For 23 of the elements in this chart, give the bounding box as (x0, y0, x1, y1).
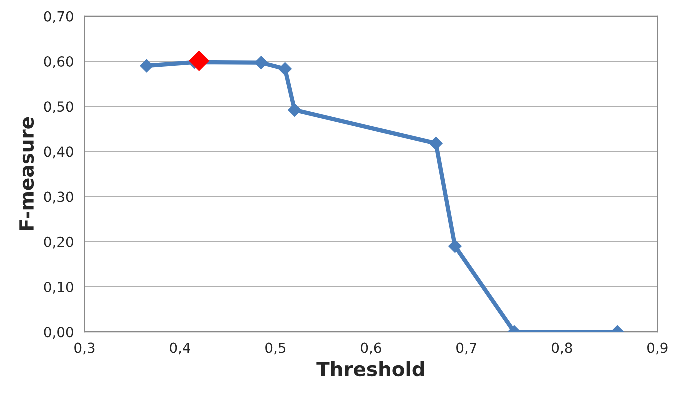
x-tick-label: 0,6 (361, 342, 382, 355)
point (278, 62, 292, 76)
x-tick-label: 0,3 (74, 342, 95, 355)
y-tick-label: 0,50 (44, 102, 74, 114)
point (288, 104, 302, 117)
y-tick-label: 0,30 (44, 192, 74, 204)
point (254, 56, 268, 70)
x-axis-title: Threshold (316, 362, 424, 377)
x-tick-label: 0,8 (552, 342, 572, 355)
x-tick-label: 0,9 (648, 342, 668, 355)
y-tick-label: 0,40 (44, 146, 74, 159)
y-tick-label: 0,00 (44, 327, 74, 339)
point (430, 136, 443, 150)
y-tick-label: 0,70 (44, 11, 74, 24)
point (140, 59, 154, 73)
x-tick-label: 0,4 (170, 342, 190, 355)
point (189, 50, 210, 72)
x-tick-label: 0,7 (456, 342, 477, 355)
y-tick-label: 0,20 (44, 236, 74, 249)
y-tick-label: 0,10 (44, 282, 74, 294)
y-tick-label: 0,60 (44, 56, 74, 68)
x-tick-label: 0,5 (266, 342, 286, 355)
y-axis-title: F-measure (20, 117, 34, 230)
